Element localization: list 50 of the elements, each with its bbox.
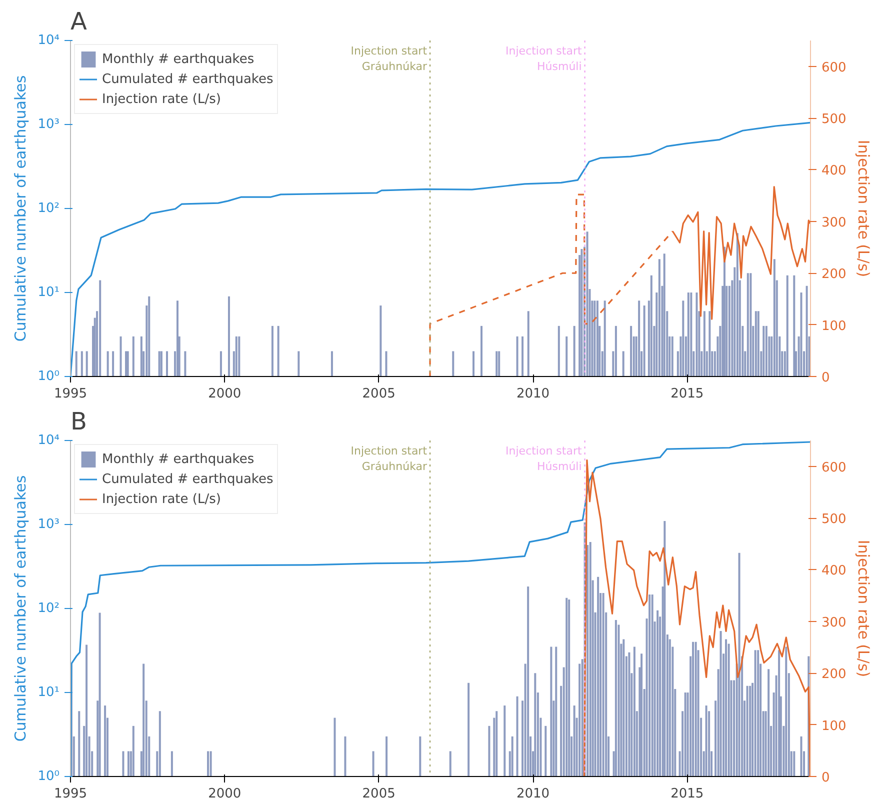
chart-title: A [70,8,88,36]
y-tick-label: 10² [38,601,60,616]
x-tick-label: 2000 [208,786,242,802]
y-tick-label: 10² [38,201,60,216]
y2-tick-label: 500 [822,512,846,528]
y2-tick-label: 100 [822,318,846,334]
y2-tick-label: 300 [822,615,846,630]
x-tick-label: 2010 [516,786,550,802]
y-tick-label: 10³ [38,117,60,132]
y-axis-title: Cumulative number of earthquakes [12,75,30,342]
x-tick-label: 2015 [670,786,704,802]
y2-axis-title: Injection rate (L/s) [854,540,872,678]
y-tick-label: 10¹ [38,685,60,700]
y-tick-label: 10⁰ [38,369,60,384]
ref-line-label: Injection start Húsmúli [506,444,582,474]
x-tick-label: 2005 [362,786,396,802]
y-tick-label: 10¹ [38,285,60,300]
legend-label: Monthly # earthquakes [102,452,254,466]
legend-label: Monthly # earthquakes [102,52,254,66]
y2-tick-label: 600 [822,60,846,76]
x-tick-label: 1995 [54,386,88,402]
y2-tick-label: 0 [822,370,830,386]
y-tick-label: 10⁰ [38,769,60,784]
y2-axis-title: Injection rate (L/s) [854,140,872,278]
y2-tick-label: 200 [822,667,846,682]
x-tick-label: 2005 [362,386,396,402]
ref-line-label: Injection start Gráuhnúkar [350,44,428,74]
chart-title: B [70,408,87,436]
y2-tick-label: 100 [822,718,846,734]
y-tick-label: 10³ [38,517,60,532]
ref-line-label: Injection start Gráuhnúkar [350,444,428,474]
legend-label: Injection rate (L/s) [102,492,221,506]
y2-tick-label: 0 [822,770,830,786]
x-tick-label: 2015 [670,386,704,402]
x-tick-label: 2010 [516,386,550,402]
y-tick-label: 10⁴ [38,33,60,48]
y2-tick-label: 500 [822,112,846,128]
x-tick-label: 1995 [54,786,88,802]
y2-tick-label: 400 [822,164,846,179]
y-axis-title: Cumulative number of earthquakes [12,475,30,742]
ref-line-label: Injection start Húsmúli [506,44,582,74]
y-tick-label: 10⁴ [38,433,60,448]
y2-tick-label: 200 [822,267,846,282]
legend-label: Cumulated # earthquakes [102,472,274,486]
x-tick-label: 2000 [208,386,242,402]
legend-label: Injection rate (L/s) [102,92,221,106]
legend-label: Cumulated # earthquakes [102,72,274,86]
y2-tick-label: 400 [822,564,846,579]
y2-tick-label: 600 [822,460,846,476]
y2-tick-label: 300 [822,215,846,230]
